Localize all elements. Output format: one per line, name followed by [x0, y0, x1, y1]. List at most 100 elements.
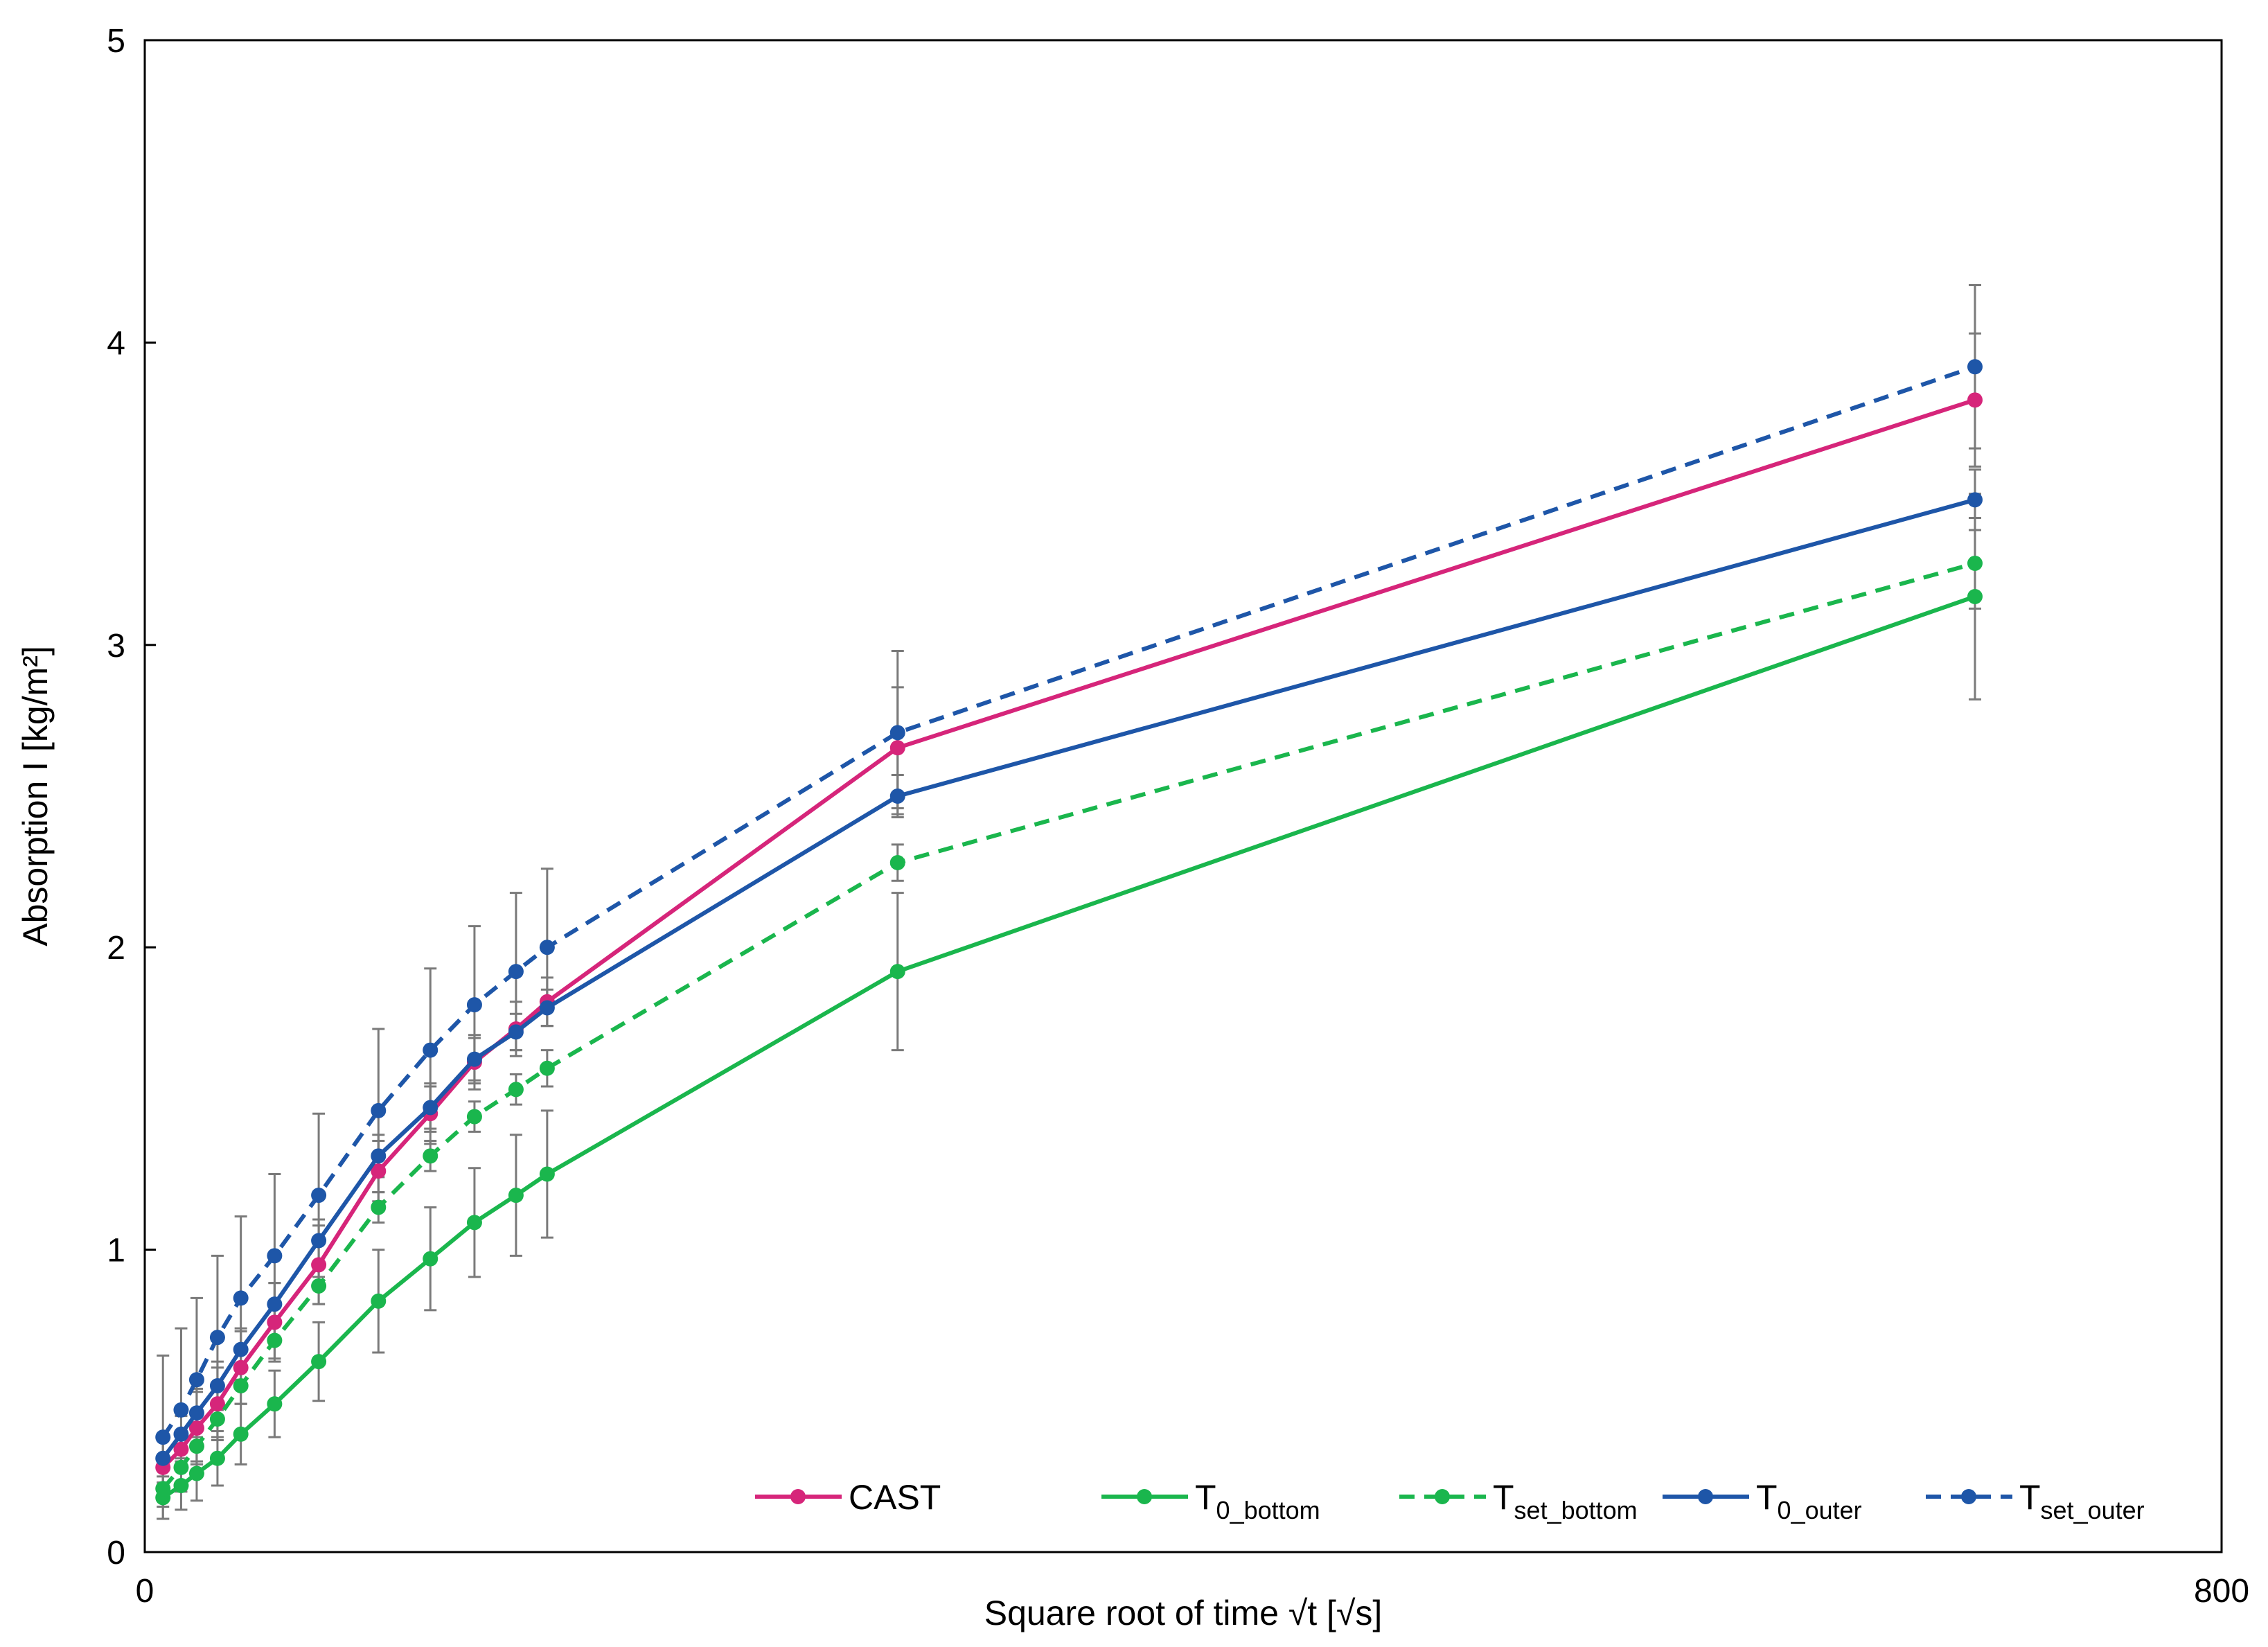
data-point-Tset_outer — [188, 1372, 204, 1388]
data-point-CAST — [371, 1163, 387, 1179]
y-tick-label: 0 — [107, 1535, 125, 1571]
data-point-Tset_bottom — [267, 1332, 283, 1348]
data-point-Tset_bottom — [1967, 555, 1983, 571]
data-point-Tset_outer — [371, 1102, 387, 1118]
data-point-CAST — [1967, 392, 1983, 408]
data-point-CAST — [188, 1420, 204, 1436]
data-point-T0_outer — [539, 1000, 555, 1016]
data-point-T0_outer — [188, 1405, 204, 1421]
x-tick-label: 0 — [136, 1573, 154, 1610]
series-Tset_bottom — [155, 555, 1983, 1497]
data-point-Tset_bottom — [423, 1148, 438, 1164]
data-point-Tset_bottom — [539, 1060, 555, 1076]
legend-label-subscript: set_outer — [2041, 1496, 2145, 1524]
legend-label: Tset_outer — [2019, 1478, 2145, 1524]
series-Tset_outer — [155, 359, 1983, 1445]
data-point-Tset_outer — [508, 964, 524, 980]
data-point-T0_outer — [155, 1450, 171, 1466]
data-point-Tset_outer — [539, 940, 555, 955]
data-point-T0_bottom — [508, 1188, 524, 1204]
x-axis-title: Square root of time √t [√s] — [984, 1594, 1383, 1632]
data-point-T0_bottom — [233, 1426, 249, 1442]
data-point-T0_outer — [371, 1148, 387, 1164]
data-point-CAST — [311, 1257, 327, 1273]
legend-label-main: T — [1756, 1478, 1778, 1517]
data-point-Tset_bottom — [889, 855, 905, 871]
y-tick-label: 3 — [107, 628, 125, 664]
data-point-Tset_bottom — [371, 1199, 387, 1215]
data-point-T0_outer — [423, 1100, 438, 1116]
data-point-T0_outer — [508, 1024, 524, 1040]
data-point-CAST — [209, 1396, 225, 1412]
data-point-Tset_bottom — [155, 1481, 171, 1497]
data-point-Tset_bottom — [173, 1459, 189, 1475]
data-point-T0_bottom — [466, 1215, 482, 1231]
data-point-Tset_outer — [173, 1402, 189, 1418]
chart-marks — [155, 283, 1983, 1520]
legend-entry-Tset_bottom: Tset_bottom — [1399, 1478, 1638, 1524]
data-point-T0_bottom — [1967, 588, 1983, 604]
y-axis-title: Absorption I [kg/m²] — [16, 646, 55, 946]
data-point-T0_outer — [466, 1051, 482, 1067]
chart-legend: CAST T0_bottom Tset_bottom T0_outer Tset_out… — [755, 1478, 2145, 1524]
data-point-Tset_bottom — [508, 1082, 524, 1098]
data-point-T0_bottom — [539, 1166, 555, 1182]
data-point-Tset_outer — [311, 1188, 327, 1204]
y-tick-label: 5 — [107, 23, 125, 60]
chart-axes: 0 1 2 3 4 5 0 800 Square root of time √t [√s] Abs… — [16, 23, 2249, 1632]
data-point-T0_bottom — [188, 1465, 204, 1481]
data-point-CAST — [267, 1314, 283, 1330]
legend-swatch-marker — [1698, 1489, 1713, 1504]
legend-label: T0_bottom — [1195, 1478, 1320, 1524]
legend-entry-T0_outer: T0_outer — [1663, 1478, 1862, 1524]
data-point-CAST — [233, 1359, 249, 1375]
legend-label: Tset_bottom — [1493, 1478, 1638, 1524]
legend-label: T0_outer — [1756, 1478, 1862, 1524]
legend-label-main: T — [1195, 1478, 1216, 1517]
data-point-T0_outer — [209, 1377, 225, 1393]
data-point-CAST — [173, 1441, 189, 1457]
legend-swatch-marker — [1137, 1489, 1152, 1504]
data-point-T0_bottom — [371, 1293, 387, 1309]
data-point-T0_bottom — [311, 1354, 327, 1370]
legend-swatch-marker — [790, 1489, 806, 1504]
legend-label: CAST — [849, 1478, 941, 1517]
data-point-T0_outer — [311, 1233, 327, 1249]
data-point-T0_bottom — [173, 1477, 189, 1493]
data-point-T0_bottom — [889, 964, 905, 980]
data-point-Tset_bottom — [233, 1377, 249, 1393]
legend-label-main: CAST — [849, 1478, 941, 1517]
legend-entry-CAST: CAST — [755, 1478, 941, 1517]
data-point-T0_bottom — [423, 1251, 438, 1267]
legend-entry-T0_bottom: T0_bottom — [1101, 1478, 1320, 1524]
x-tick-label: 800 — [2194, 1573, 2249, 1610]
data-point-T0_outer — [267, 1296, 283, 1312]
data-point-Tset_outer — [267, 1248, 283, 1264]
data-point-Tset_bottom — [188, 1438, 204, 1454]
data-point-T0_outer — [173, 1426, 189, 1442]
data-point-Tset_bottom — [466, 1109, 482, 1125]
series-T0_outer — [155, 492, 1983, 1466]
data-point-Tset_outer — [466, 997, 482, 1013]
legend-label-main: T — [2019, 1478, 2041, 1517]
data-point-Tset_bottom — [209, 1411, 225, 1427]
data-point-Tset_outer — [233, 1290, 249, 1306]
legend-label-subscript: 0_bottom — [1216, 1496, 1320, 1524]
legend-swatch-marker — [1961, 1489, 1976, 1504]
series-T0_bottom — [155, 588, 1983, 1506]
data-point-T0_bottom — [209, 1450, 225, 1466]
data-point-T0_outer — [889, 789, 905, 804]
data-point-Tset_outer — [155, 1429, 171, 1445]
legend-label-subscript: set_bottom — [1514, 1496, 1638, 1524]
legend-swatch-marker — [1435, 1489, 1450, 1504]
y-tick-label: 4 — [107, 325, 125, 362]
data-point-Tset_bottom — [311, 1278, 327, 1294]
data-point-T0_outer — [1967, 492, 1983, 508]
data-point-T0_bottom — [267, 1396, 283, 1412]
data-point-Tset_outer — [889, 725, 905, 741]
y-tick-label: 1 — [107, 1233, 125, 1269]
legend-label-main: T — [1493, 1478, 1514, 1517]
data-point-Tset_outer — [1967, 359, 1983, 375]
